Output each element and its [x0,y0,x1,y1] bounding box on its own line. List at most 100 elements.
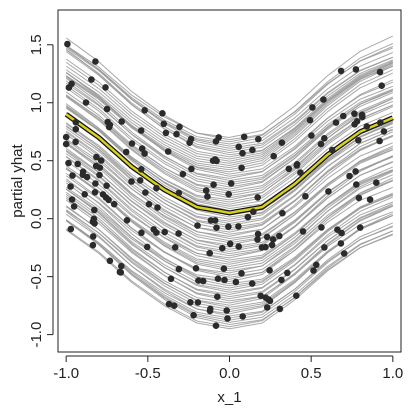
observation-point [266,267,273,274]
observation-point [279,209,286,217]
ice-curve [65,131,393,235]
observation-point [160,120,168,128]
observation-point [220,265,228,273]
observation-point [257,292,265,300]
observation-point [67,183,74,190]
observation-point [138,166,145,173]
ice-curve [65,62,394,164]
observation-point [232,278,240,286]
observation-point [82,99,90,106]
observation-point [332,119,340,126]
ice-curve [65,191,394,291]
ice-curve [65,122,394,222]
observation-point [235,223,242,230]
ice-curve [65,133,393,240]
observation-point [358,111,366,118]
observation-point [250,208,257,215]
observation-point [328,146,336,154]
observation-point [340,250,348,257]
observation-point [270,152,278,160]
x-tick-label: 1.0 [382,365,403,382]
observation-point [175,230,182,237]
x-tick-label: -1.0 [53,365,79,382]
observation-point [352,168,359,175]
observation-point [175,189,183,197]
observation-point [161,228,168,236]
observation-point [117,269,125,276]
observation-point [239,149,246,157]
observation-point [313,261,320,269]
observation-point [227,180,235,187]
observation-point [225,223,232,230]
ice-curve [65,61,394,160]
observation-point [173,130,180,138]
y-tick-label: -0.5 [28,264,45,290]
observation-point [276,305,284,313]
observation-point [213,224,220,231]
observation-point [103,105,111,113]
observation-point [165,300,173,308]
observation-point [210,181,217,188]
ice-curve [65,51,393,154]
ice-curve [65,131,394,233]
observation-point [221,276,228,284]
observation-point [325,188,332,195]
x-axis: -1.0 -0.5 0.0 0.5 1.0 [53,355,403,382]
x-axis-title: x_1 [217,389,241,406]
frame-group [57,9,402,353]
ice-curve [65,155,394,259]
observation-point [103,182,110,189]
ice-curve [65,205,394,304]
y-tick-label: 1.0 [28,92,45,113]
observation-point [213,157,220,165]
observation-point [351,121,358,128]
observation-point [167,275,175,283]
observation-point [373,179,380,186]
observation-point [138,145,146,152]
observation-point [91,206,98,214]
average-curve [65,113,394,215]
observation-point [263,304,271,311]
observation-point [376,137,383,145]
observation-point [254,135,262,143]
observation-point [175,265,183,273]
observation-point [123,217,131,224]
observation-point [363,123,371,130]
observation-point [268,241,276,249]
observation-point [72,119,80,126]
ice-curve [65,168,393,270]
x-tick-label: -0.5 [135,365,161,382]
observation-point [377,119,384,126]
observation-point [62,140,70,148]
observation-point [235,243,242,250]
observation-point [263,233,271,241]
y-tick-label: -1.0 [28,322,45,348]
ice-curve [65,171,394,274]
observation-point [235,143,242,151]
observation-point [254,236,261,243]
observation-point [293,292,300,300]
ice-curve [65,178,393,285]
y-tick-label: 0.5 [28,150,45,171]
observation-point [278,276,285,284]
y-axis-title: partial yhat [9,143,26,217]
observation-point [262,294,270,302]
observation-point [64,40,71,48]
observation-point [308,132,315,139]
observation-point [91,189,99,196]
observation-point [224,315,231,322]
observation-point [238,164,245,172]
observation-point [194,222,201,229]
observation-point [93,153,100,161]
observation-point [317,140,325,148]
observation-point [145,200,153,208]
ice-curve [65,37,393,141]
ice-curve [65,69,394,171]
observation-point [254,230,262,238]
ice-curve [65,134,394,237]
observation-point [284,269,291,277]
observation-point [170,302,178,310]
ice-curve [65,65,394,169]
observation-point [105,123,113,131]
